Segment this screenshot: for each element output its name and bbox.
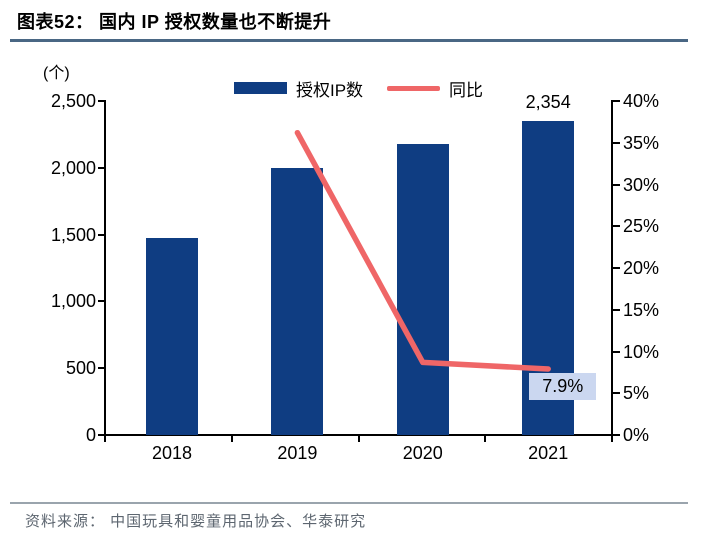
y-axis-right-tick-label: 35% (623, 132, 660, 153)
page-title: 图表52： 国内 IP 授权数量也不断提升 (17, 12, 332, 32)
x-axis-tick-mark (357, 435, 360, 442)
y-axis-right-tick-label: 15% (623, 299, 660, 320)
left-axis-line (104, 100, 106, 436)
y-axis-right-tick-label: 0% (623, 425, 650, 445)
y-axis-right-tick-mark (613, 225, 620, 228)
y-axis-left-tick-mark (98, 166, 105, 169)
bar-2018 (146, 238, 198, 435)
line-series-swatch-icon (387, 85, 441, 91)
footer-divider (10, 502, 688, 504)
y-axis-right-tick-mark (613, 141, 620, 144)
y-axis-left-tick-label: 1,000 (50, 291, 96, 312)
y-axis-left-tick-label: 500 (65, 358, 96, 379)
bar-series-swatch-icon (233, 82, 287, 94)
x-axis-label-2021: 2021 (528, 443, 569, 463)
legend-item-line: 同比 (387, 76, 483, 101)
y-axis-right-tick-label: 5% (623, 383, 650, 404)
y-axis-left-tick-mark (98, 367, 105, 370)
bar-value-label: 2,354 (525, 91, 571, 112)
bar-2019 (271, 167, 324, 435)
y-axis-right-tick-label: 40% (623, 91, 660, 111)
y-axis-right-tick-mark (613, 308, 620, 311)
chart-legend: 授权IP数 同比 (105, 76, 612, 100)
left-axis-unit-label: (个) (43, 65, 70, 82)
x-axis-tick-mark (611, 435, 613, 442)
yoy-value-label: 7.9% (529, 373, 597, 401)
y-axis-left-tick-mark (98, 100, 105, 102)
x-axis-label-2019: 2019 (277, 443, 318, 463)
y-axis-left-tick-label: 2,500 (50, 91, 96, 111)
right-axis-line (611, 100, 613, 436)
y-axis-right-tick-label: 30% (623, 174, 660, 195)
y-axis-left-tick-mark (98, 300, 105, 303)
y-axis-right-tick-mark (613, 183, 620, 186)
y-axis-right-tick-label: 25% (623, 216, 660, 237)
legend-label-bar: 授权IP数 (295, 80, 364, 100)
x-axis-label-2018: 2018 (151, 443, 193, 463)
y-axis-right-tick-label: 10% (623, 341, 660, 362)
y-axis-left-tick-mark (98, 434, 105, 436)
y-axis-right-tick-mark (613, 350, 620, 353)
legend-label-line: 同比 (449, 80, 484, 100)
title-underline (10, 39, 688, 42)
y-axis-right-tick-mark (613, 267, 620, 269)
y-axis-right-tick-label: 20% (623, 258, 660, 278)
x-axis-tick-mark (230, 435, 233, 442)
x-axis-tick-mark (484, 435, 487, 442)
y-axis-left-tick-label: 2,000 (50, 157, 96, 178)
y-axis-right-tick-mark (613, 100, 620, 102)
y-axis-right-tick-mark (613, 434, 620, 436)
bar-2020 (396, 143, 449, 435)
y-axis-left-tick-label: 1,500 (50, 224, 96, 245)
y-axis-left-tick-mark (98, 233, 105, 236)
source-note: 资料来源： 中国玩具和婴童用品协会、华泰研究 (25, 513, 367, 530)
y-axis-left-tick-label: 0 (85, 425, 96, 445)
legend-item-bar: 授权IP数 (233, 76, 364, 101)
x-axis-label-2020: 2020 (402, 443, 443, 463)
x-axis-tick-mark (104, 435, 106, 442)
y-axis-right-tick-mark (613, 392, 620, 395)
